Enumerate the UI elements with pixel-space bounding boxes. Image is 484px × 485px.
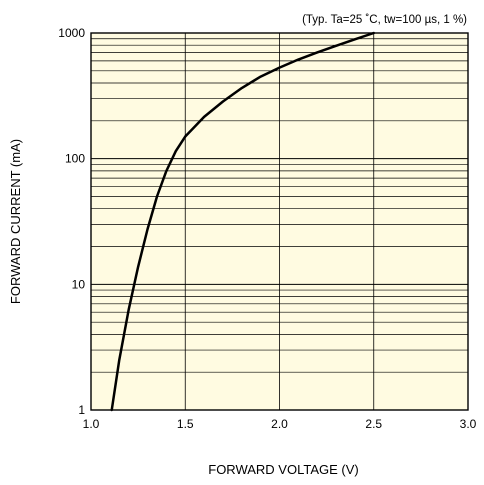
plot-frame xyxy=(90,32,469,411)
x-tick-label: 2.0 xyxy=(271,417,288,431)
y-tick-label: 1 xyxy=(78,403,85,417)
y-axis-title: FORWARD CURRENT (mA) xyxy=(8,139,23,304)
x-tick-label: 1.5 xyxy=(177,417,194,431)
chart-title: (Typ. Ta=25 ˚C, tw=100 µs, 1 %) xyxy=(302,14,467,26)
x-tick-label: 2.5 xyxy=(365,417,382,431)
y-tick-labels: 1 10 100 1000 xyxy=(58,26,85,417)
y-tick-label: 100 xyxy=(65,152,85,166)
x-tick-label: 1.0 xyxy=(83,417,100,431)
x-tick-label: 3.0 xyxy=(460,417,477,431)
x-tick-labels: 1.0 1.5 2.0 2.5 3.0 xyxy=(83,417,477,431)
grid xyxy=(90,33,469,411)
series-line xyxy=(110,31,375,412)
x-axis-title: FORWARD VOLTAGE (V) xyxy=(208,462,358,477)
y-tick-label: 10 xyxy=(72,277,86,291)
y-tick-label: 1000 xyxy=(58,26,85,40)
